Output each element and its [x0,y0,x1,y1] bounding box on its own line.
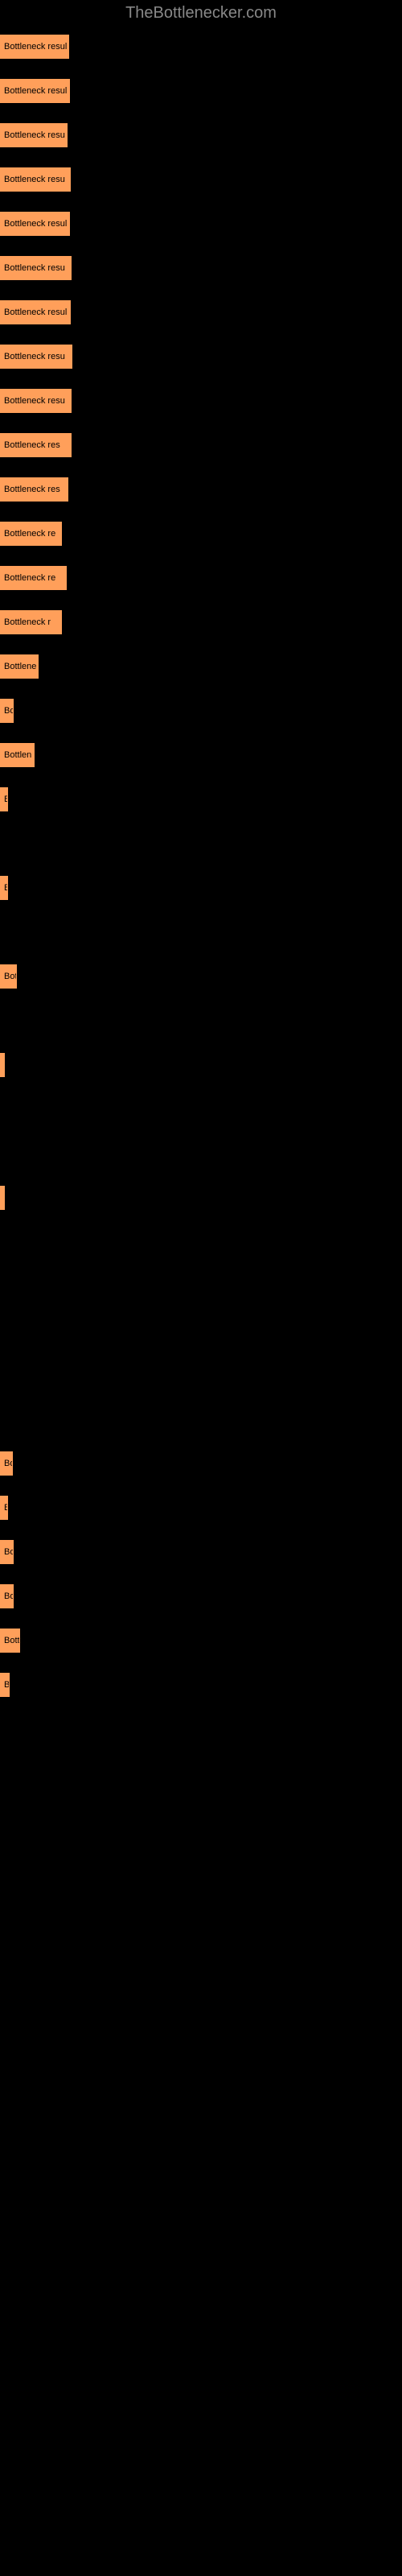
bar-row: Bottleneck resu [0,389,402,413]
bar-row: Bottlene [0,654,402,679]
bar-row: Bottleneck res [0,433,402,457]
bar-row: Bottleneck re [0,566,402,590]
chart-bar: B [0,1673,10,1697]
bar-row: Bottleneck res [0,477,402,502]
bar-row [0,1319,402,1343]
bar-row: Bottleneck resul [0,79,402,103]
bar-row [0,1097,402,1121]
page-header: TheBottlenecker.com [0,0,402,27]
bar-row: Bo [0,699,402,723]
bar-row: Bottleneck resu [0,256,402,280]
bar-row [0,1009,402,1033]
chart-bar: Bo [0,1540,14,1564]
chart-bar: Bott [0,1629,20,1653]
chart-bar: Bottleneck resu [0,256,72,280]
bar-row [0,1141,402,1166]
bar-row: Bottleneck resul [0,35,402,59]
bar-row [0,1407,402,1431]
chart-bar: Bottleneck resu [0,167,71,192]
bar-row: Bottleneck resul [0,300,402,324]
bar-row [0,832,402,856]
bar-row [0,1274,402,1298]
bar-row: Bottleneck r [0,610,402,634]
bar-row: B [0,1496,402,1520]
chart-bar: Bottlene [0,654,39,679]
chart-bar: Bottleneck res [0,433,72,457]
header-title: TheBottlenecker.com [125,4,277,22]
chart-bar: Bo [0,1451,13,1476]
bar-row: . [0,1186,402,1210]
chart-bar: . [0,1186,5,1210]
chart-bar: B [0,876,8,900]
chart-bar: Bottleneck res [0,477,68,502]
chart-bar: Bottleneck resul [0,79,70,103]
bar-row [0,920,402,944]
bar-row: B [0,1673,402,1697]
bar-row [0,1230,402,1254]
chart-bar: Bo [0,1584,14,1608]
chart-bar: Bottleneck resu [0,345,72,369]
bar-row: B [0,787,402,811]
chart-bar: Bottleneck r [0,610,62,634]
bar-chart: Bottleneck resul Bottleneck resul Bottlene… [0,27,402,1725]
chart-bar [0,1053,5,1077]
chart-bar: B [0,1496,8,1520]
chart-bar: Bot [0,964,17,989]
chart-bar: Bottleneck resu [0,389,72,413]
chart-bar: Bottleneck re [0,522,62,546]
bar-row: Bottleneck resu [0,167,402,192]
bar-row: Bo [0,1540,402,1564]
chart-bar: Bottleneck re [0,566,67,590]
chart-bar: Bottleneck resul [0,35,69,59]
chart-bar: Bottleneck resul [0,212,70,236]
bar-row [0,1363,402,1387]
bar-row: Bot [0,964,402,989]
bar-row: Bottleneck resul [0,212,402,236]
bar-row: Bottlen [0,743,402,767]
bar-row: Bottleneck re [0,522,402,546]
bar-row: B [0,876,402,900]
bar-row: Bott [0,1629,402,1653]
bar-row: Bottleneck resu [0,123,402,147]
chart-bar: Bottleneck resul [0,300,71,324]
chart-bar: Bottleneck resu [0,123,68,147]
chart-bar: B [0,787,8,811]
chart-bar: Bottlen [0,743,35,767]
bar-row: Bo [0,1584,402,1608]
chart-bar: Bo [0,699,14,723]
bar-row: Bottleneck resu [0,345,402,369]
bar-row [0,1053,402,1077]
bar-row: Bo [0,1451,402,1476]
